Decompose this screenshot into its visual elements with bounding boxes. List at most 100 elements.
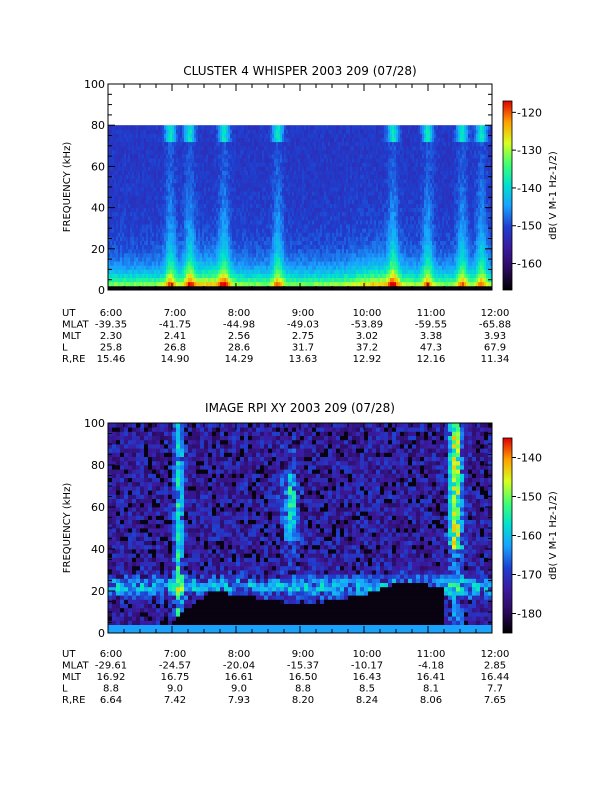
heatmap-cell — [128, 182, 131, 188]
heatmap-cell — [322, 240, 325, 246]
heatmap-cell — [158, 269, 161, 274]
heatmap-cell — [154, 219, 157, 225]
heatmap-cell — [178, 203, 181, 208]
heatmap-cell — [248, 154, 251, 159]
heatmap-cell — [160, 236, 163, 241]
heatmap-cell — [262, 125, 265, 130]
heatmap-cell — [282, 265, 285, 270]
heatmap-cell — [146, 211, 149, 217]
heatmap-cell — [256, 133, 259, 138]
heatmap-cell — [290, 236, 293, 241]
heatmap-cell — [174, 219, 177, 225]
heatmap-cell — [302, 261, 305, 266]
heatmap-cell — [120, 257, 123, 262]
heatmap-cell — [122, 265, 125, 270]
heatmap-cell — [220, 158, 223, 163]
heatmap-cell — [158, 232, 161, 237]
heatmap-cell — [336, 252, 339, 258]
heatmap-cell — [270, 133, 273, 138]
heatmap-cell — [248, 248, 251, 254]
heatmap-cell — [220, 211, 223, 217]
heatmap-cell — [308, 215, 311, 221]
heatmap-cell — [348, 174, 351, 180]
heatmap-cell — [178, 277, 181, 283]
heatmap-cell — [136, 252, 139, 258]
heatmap-cell — [170, 129, 173, 134]
heatmap-cell — [346, 195, 349, 200]
heatmap-cell — [212, 257, 215, 262]
heatmap-cell — [180, 145, 183, 151]
heatmap-cell — [324, 248, 327, 254]
heatmap-cell — [288, 240, 291, 246]
heatmap-cell — [148, 281, 151, 287]
heatmap-cell — [340, 154, 343, 159]
heatmap-cell — [174, 281, 177, 287]
heatmap-cell — [224, 162, 227, 167]
heatmap-cell — [204, 211, 207, 217]
heatmap-cell — [332, 240, 335, 246]
heatmap-cell — [310, 207, 313, 213]
heatmap-cell — [166, 215, 169, 221]
heatmap-cell — [254, 236, 257, 241]
heatmap-cell — [226, 281, 229, 287]
heatmap-cell — [322, 224, 325, 229]
heatmap-cell — [300, 166, 303, 171]
heatmap-cell — [160, 261, 163, 266]
heatmap-cell — [200, 125, 203, 130]
heatmap-cell — [154, 203, 157, 208]
heatmap-cell — [308, 252, 311, 258]
heatmap-cell — [288, 178, 291, 184]
heatmap-cell — [280, 248, 283, 254]
heatmap-cell — [188, 191, 191, 196]
heatmap-cell — [116, 269, 119, 274]
heatmap-cell — [350, 187, 353, 192]
heatmap-cell — [112, 273, 115, 279]
heatmap-cell — [268, 137, 271, 143]
heatmap-cell — [150, 166, 153, 171]
heatmap-cell — [222, 170, 225, 176]
heatmap-cell — [188, 281, 191, 287]
heatmap-cell — [346, 228, 349, 233]
heatmap-cell — [142, 182, 145, 188]
heatmap-cell — [336, 129, 339, 134]
heatmap-cell — [266, 199, 269, 204]
heatmap-cell — [130, 257, 133, 262]
heatmap-cell — [306, 133, 309, 138]
heatmap-cell — [274, 285, 277, 290]
heatmap-cell — [220, 182, 223, 188]
heatmap-cell — [124, 261, 127, 266]
heatmap-cell — [268, 182, 271, 188]
heatmap-cell — [154, 195, 157, 200]
heatmap-cell — [306, 261, 309, 266]
heatmap-cell — [354, 215, 357, 221]
heatmap-cell — [288, 199, 291, 204]
heatmap-cell — [172, 174, 175, 180]
heatmap-cell — [114, 219, 117, 225]
heatmap-cell — [284, 269, 287, 274]
heatmap-cell — [328, 137, 331, 143]
heatmap-cell — [144, 162, 147, 167]
heatmap-cell — [286, 133, 289, 138]
heatmap-cell — [274, 133, 277, 138]
heatmap-cell — [182, 133, 185, 138]
heatmap-cell — [282, 273, 285, 279]
heatmap-cell — [174, 154, 177, 159]
heatmap-cell — [298, 162, 301, 167]
heatmap-cell — [142, 219, 145, 225]
heatmap-cell — [192, 187, 195, 192]
heatmap-cell — [194, 252, 197, 258]
heatmap-cell — [184, 248, 187, 254]
heatmap-cell — [148, 236, 151, 241]
heatmap-cell — [138, 252, 141, 258]
heatmap-cell — [138, 125, 141, 130]
heatmap-cell — [310, 149, 313, 155]
heatmap-cell — [176, 166, 179, 171]
heatmap-cell — [140, 273, 143, 279]
heatmap-cell — [116, 244, 119, 250]
heatmap-cell — [276, 215, 279, 221]
heatmap-cell — [354, 195, 357, 200]
heatmap-cell — [210, 162, 213, 167]
heatmap-cell — [310, 244, 313, 250]
heatmap-cell — [118, 224, 121, 229]
heatmap-cell — [132, 145, 135, 151]
